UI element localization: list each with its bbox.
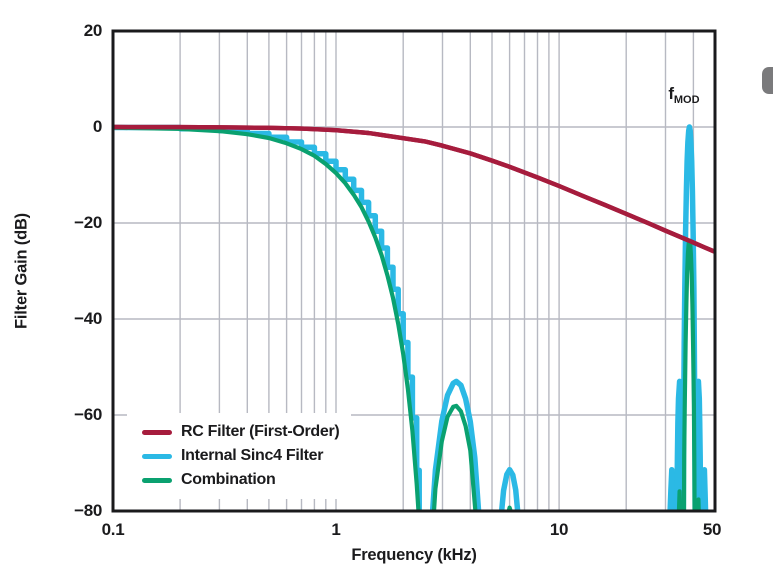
y-tick--20: −20	[74, 213, 102, 232]
rc-filter-line-swatch	[142, 429, 172, 435]
x-tick-10: 10	[549, 520, 569, 539]
legend-label-sinc4-filter: Internal Sinc4 Filter	[181, 447, 324, 464]
y-tick-0: 0	[92, 117, 102, 136]
fmod-annotation-sub: MOD	[673, 94, 700, 106]
legend: RC Filter (First-Order) Internal Sinc4 F…	[127, 413, 351, 499]
combination-line-swatch	[142, 477, 172, 483]
y-axis-title: Filter Gain (dB)	[12, 213, 31, 329]
legend-item-rc-filter: RC Filter (First-Order)	[127, 422, 351, 442]
x-tick-50: 50	[702, 520, 722, 539]
legend-item-combination: Combination	[127, 470, 351, 490]
legend-label-combination: Combination	[181, 471, 276, 488]
fmod-annotation: fMOD	[668, 84, 699, 106]
x-tick-1: 1	[331, 520, 341, 539]
x-tick-0p1: 0.1	[101, 520, 125, 539]
x-axis-title: Frequency (kHz)	[351, 546, 477, 564]
y-tick--80: −80	[74, 501, 102, 520]
fmod-annotation-main: f	[668, 84, 674, 103]
y-tick-20: 20	[83, 21, 103, 40]
legend-item-sinc4-filter: Internal Sinc4 Filter	[127, 446, 351, 466]
y-tick--40: −40	[74, 309, 102, 328]
sinc4-filter-line-swatch	[142, 453, 172, 459]
page-corner-tab	[762, 67, 773, 94]
legend-label-rc-filter: RC Filter (First-Order)	[181, 423, 340, 440]
y-tick--60: −60	[74, 405, 102, 424]
